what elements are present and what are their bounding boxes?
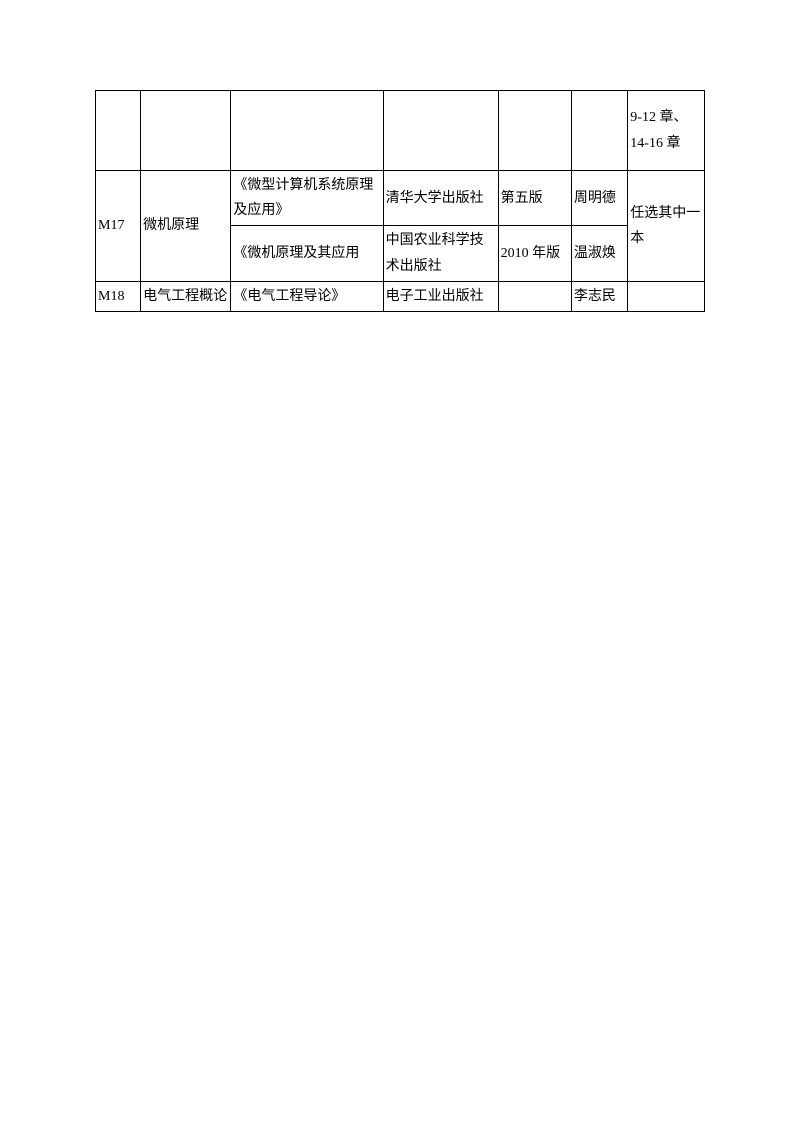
cell-author: 周明德 xyxy=(571,171,627,226)
cell-edition xyxy=(498,281,571,311)
table-row: M17 微机原理 《微型计算机系统原理及应用》 清华大学出版社 第五版 周明德 … xyxy=(96,171,705,226)
cell-code: M18 xyxy=(96,281,141,311)
cell-code: M17 xyxy=(96,171,141,282)
cell-book: 《微机原理及其应用 xyxy=(231,226,383,281)
cell-edition: 2010 年版 xyxy=(498,226,571,281)
cell-author: 温淑焕 xyxy=(571,226,627,281)
cell-subject: 微机原理 xyxy=(141,171,231,282)
cell-note: 9-12 章、14-16 章 xyxy=(628,91,705,171)
cell-author xyxy=(571,91,627,171)
cell-subject: 电气工程概论 xyxy=(141,281,231,311)
table-row: M18 电气工程概论 《电气工程导论》 电子工业出版社 李志民 xyxy=(96,281,705,311)
cell-book: 《微型计算机系统原理及应用》 xyxy=(231,171,383,226)
cell-publisher xyxy=(383,91,498,171)
cell-book: 《电气工程导论》 xyxy=(231,281,383,311)
cell-edition: 第五版 xyxy=(498,171,571,226)
cell-subject xyxy=(141,91,231,171)
table-row: 9-12 章、14-16 章 xyxy=(96,91,705,171)
cell-note: 任选其中一本 xyxy=(628,171,705,282)
cell-code xyxy=(96,91,141,171)
cell-publisher: 中国农业科学技术出版社 xyxy=(383,226,498,281)
reference-table: 9-12 章、14-16 章 M17 微机原理 《微型计算机系统原理及应用》 清… xyxy=(95,90,705,312)
cell-author: 李志民 xyxy=(571,281,627,311)
cell-publisher: 电子工业出版社 xyxy=(383,281,498,311)
cell-edition xyxy=(498,91,571,171)
cell-publisher: 清华大学出版社 xyxy=(383,171,498,226)
cell-book xyxy=(231,91,383,171)
cell-note xyxy=(628,281,705,311)
